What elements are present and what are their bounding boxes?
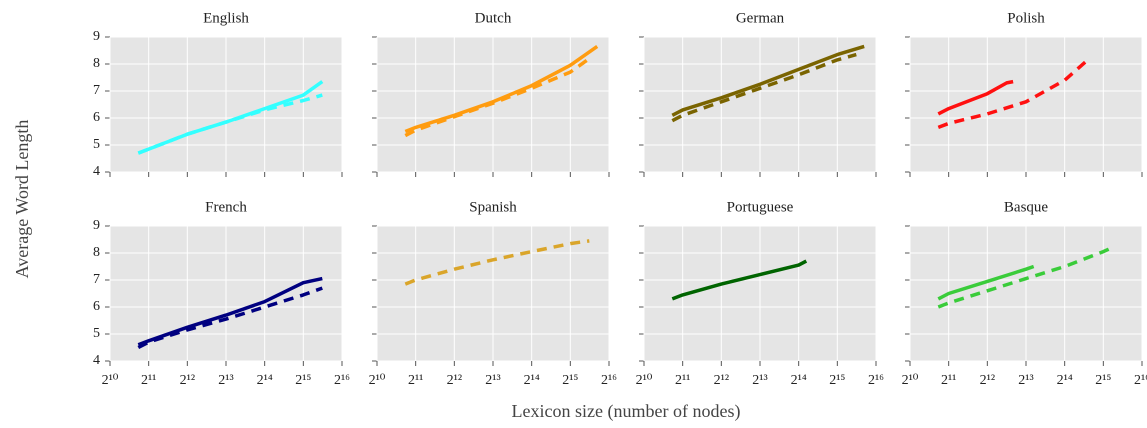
series-line: [137, 276, 323, 347]
panel-title: Polish: [1007, 10, 1045, 26]
x-tick-label: 2¹⁶: [1134, 373, 1147, 388]
series-line: [404, 239, 590, 286]
y-tick-label: 9: [93, 29, 100, 44]
x-tick-label: 2¹⁶: [868, 373, 884, 388]
panel-title: Basque: [1004, 199, 1049, 215]
x-tick-label: 2¹¹: [141, 373, 156, 388]
panel: Polish: [905, 10, 1143, 177]
x-tick-label: 2¹²: [714, 373, 729, 388]
y-tick-label: 8: [93, 245, 100, 260]
series-line: [937, 244, 1116, 309]
panel: English 4 5 6 7 8 9: [93, 10, 343, 179]
series-line: [671, 259, 808, 301]
x-tick-label: 2¹⁵: [1095, 373, 1111, 388]
series-line: [937, 79, 1014, 116]
x-tick-label: 2¹³: [485, 373, 500, 388]
x-tick-label: 2¹⁰: [369, 373, 386, 388]
series-line: [671, 44, 865, 117]
y-axis-label: Average Word Length: [12, 120, 32, 279]
x-tick-label: 2¹⁰: [902, 373, 919, 388]
x-tick-label: 2¹³: [752, 373, 767, 388]
x-tick-label: 2¹⁵: [562, 373, 578, 388]
y-tick-label: 8: [93, 56, 100, 71]
y-tick-label: 7: [93, 83, 100, 98]
x-tick-label: 2¹⁴: [524, 373, 540, 388]
x-tick-label: 2¹³: [218, 373, 233, 388]
x-tick-label: 2¹²: [180, 373, 195, 388]
x-tick-label: 2¹⁴: [791, 373, 807, 388]
x-tick-label: 2¹⁶: [601, 373, 617, 388]
panel-title: English: [203, 10, 249, 26]
x-tick-label: 2¹⁶: [334, 373, 350, 388]
x-tick-label: 2¹²: [980, 373, 995, 388]
series-line: [937, 264, 1035, 301]
x-tick-label: 2¹⁵: [829, 373, 845, 388]
panel: German: [639, 10, 877, 177]
series-line: [937, 58, 1089, 130]
x-axis-label: Lexicon size (number of nodes): [512, 401, 741, 422]
y-tick-label: 9: [93, 218, 100, 233]
y-tick-label: 5: [93, 326, 100, 341]
x-tick-label: 2¹¹: [408, 373, 423, 388]
series-line: [137, 286, 323, 350]
y-tick-label: 6: [93, 110, 100, 125]
y-tick-label: 7: [93, 272, 100, 287]
y-tick-label: 5: [93, 137, 100, 152]
y-tick-label: 6: [93, 299, 100, 314]
panel-title: Dutch: [475, 10, 512, 26]
x-tick-label: 2¹⁴: [1057, 373, 1073, 388]
y-tick-label: 4: [93, 164, 100, 179]
panel-title: Portuguese: [727, 199, 794, 215]
panel: Portuguese 2¹⁰ 2¹¹ 2¹² 2¹³ 2¹⁴ 2¹⁵ 2¹⁶: [636, 199, 885, 388]
panel: Dutch: [372, 10, 610, 177]
x-tick-label: 2¹¹: [675, 373, 690, 388]
panel: Spanish 2¹⁰ 2¹¹ 2¹² 2¹³ 2¹⁴ 2¹⁵ 2¹⁶: [369, 199, 618, 388]
series-line: [137, 93, 323, 155]
panel-title: Spanish: [469, 199, 517, 215]
x-tick-label: 2¹⁵: [295, 373, 311, 388]
x-tick-label: 2¹⁴: [257, 373, 273, 388]
panel-title: French: [205, 199, 247, 215]
x-tick-label: 2¹⁰: [636, 373, 653, 388]
x-tick-label: 2¹¹: [941, 373, 956, 388]
x-tick-label: 2¹²: [447, 373, 462, 388]
series-line: [404, 57, 591, 138]
panel-title: German: [736, 10, 785, 26]
x-tick-label: 2¹⁰: [102, 373, 119, 388]
y-tick-label: 4: [93, 353, 100, 368]
x-tick-label: 2¹³: [1018, 373, 1033, 388]
panel: Basque 2¹⁰ 2¹¹ 2¹² 2¹³ 2¹⁴ 2¹⁵ 2¹⁶: [902, 199, 1147, 388]
series-line: [671, 52, 857, 123]
panel: French 4 5 6 7 8 9 2¹⁰ 2¹¹ 2¹² 2¹³ 2¹⁴ 2¹⁵ 2¹⁶: [93, 199, 350, 388]
